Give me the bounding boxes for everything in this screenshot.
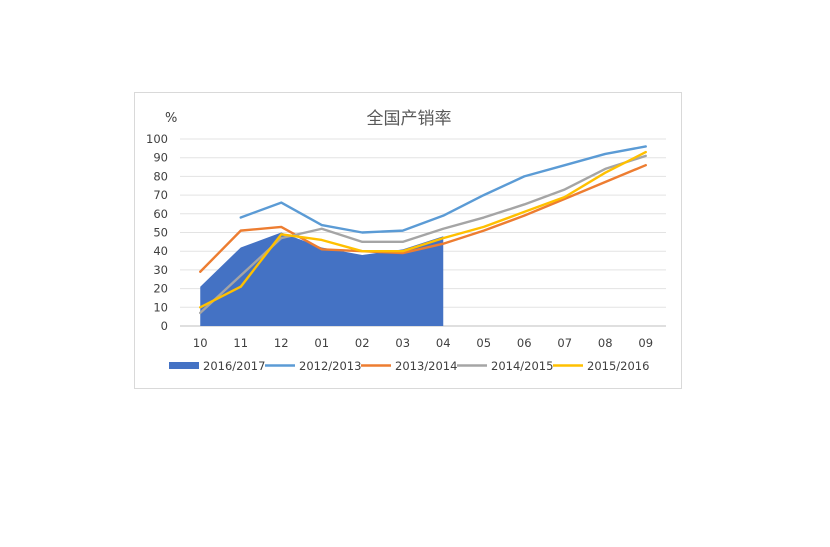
y-tick-label: 100: [146, 132, 168, 146]
x-tick-label: 02: [355, 336, 370, 350]
x-tick-label: 03: [395, 336, 410, 350]
legend-label: 2012/2013: [299, 359, 361, 373]
y-tick-label: 20: [153, 282, 168, 296]
x-tick-label: 08: [598, 336, 613, 350]
chart-container: 全国产销率 % 0 10 20 30 40 50 60 70 80 90 100 10 11 12 01 0…: [134, 92, 682, 389]
chart-title: 全国产销率: [367, 109, 452, 129]
y-tick-label: 10: [153, 300, 168, 314]
chart-canvas: 全国产销率 % 0 10 20 30 40 50 60 70 80 90 100 10 11 12 01 0…: [146, 109, 666, 373]
x-tick-label: 10: [193, 336, 208, 350]
x-tick-label: 04: [436, 336, 451, 350]
legend-label: 2014/2015: [491, 359, 553, 373]
x-tick-label: 09: [638, 336, 653, 350]
y-tick-label: 70: [153, 188, 168, 202]
y-tick-label: 50: [153, 226, 168, 240]
y-tick-label: 60: [153, 207, 168, 221]
legend-label: 2013/2014: [395, 359, 457, 373]
x-tick-label: 06: [517, 336, 532, 350]
x-tick-label: 07: [557, 336, 572, 350]
line-series-layer: [199, 145, 647, 315]
y-tick-label: 40: [153, 244, 168, 258]
line-series-2015/2016: [199, 150, 647, 309]
y-axis-unit-label: %: [165, 111, 177, 126]
x-axis-ticks: 10 11 12 01 02 03 04 05 06 07 08 09: [193, 336, 653, 350]
y-axis-ticks: 0 10 20 30 40 50 60 70 80 90 100: [146, 132, 168, 333]
y-tick-label: 0: [161, 319, 168, 333]
y-tick-label: 90: [153, 151, 168, 165]
line-series-2012/2013: [239, 145, 647, 234]
x-tick-label: 05: [476, 336, 491, 350]
x-tick-label: 11: [233, 336, 248, 350]
x-tick-label: 12: [274, 336, 289, 350]
line-series-2013/2014: [199, 163, 647, 273]
legend: 2016/2017 2012/2013 2013/2014 2014/2015 2015…: [169, 359, 649, 373]
legend-label: 2015/2016: [587, 359, 649, 373]
y-tick-label: 80: [153, 169, 168, 183]
legend-label: 2016/2017: [203, 359, 265, 373]
x-tick-label: 01: [314, 336, 329, 350]
y-tick-label: 30: [153, 263, 168, 277]
legend-swatch-2016/2017: [169, 362, 199, 369]
